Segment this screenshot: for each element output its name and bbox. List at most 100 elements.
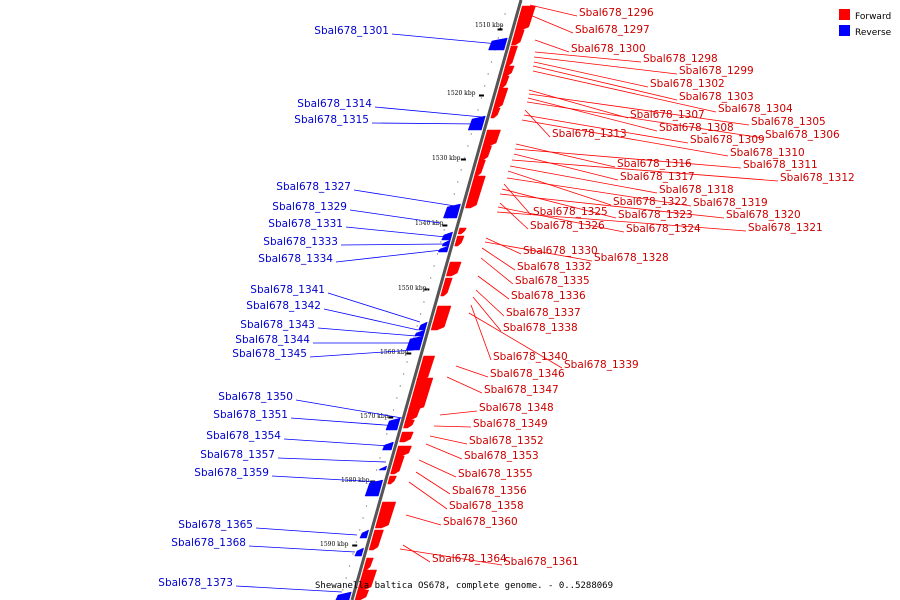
forward-gene-label[interactable]: Sbal678_1300 (571, 43, 646, 55)
forward-gene-label[interactable]: Sbal678_1355 (458, 468, 533, 480)
reverse-gene-label[interactable]: Sbal678_1331 (268, 218, 343, 230)
forward-gene-label[interactable]: Sbal678_1332 (517, 261, 592, 273)
reverse-gene-label[interactable]: Sbal678_1359 (194, 467, 269, 479)
forward-gene-label[interactable]: Sbal678_1330 (523, 245, 598, 257)
reverse-gene-label[interactable]: Sbal678_1344 (235, 334, 310, 346)
forward-gene-label[interactable]: Sbal678_1299 (679, 65, 754, 77)
forward-gene-label[interactable]: Sbal678_1296 (579, 7, 654, 19)
gene-labels: Sbal678_1296Sbal678_1297Sbal678_1300Sbal… (158, 7, 854, 589)
forward-gene-feature (505, 45, 518, 67)
forward-gene-label[interactable]: Sbal678_1298 (643, 53, 718, 65)
forward-gene-label[interactable]: Sbal678_1335 (515, 275, 590, 287)
forward-leader-line (503, 183, 532, 216)
forward-leader-line (533, 61, 649, 88)
forward-gene-label[interactable]: Sbal678_1318 (659, 184, 734, 196)
forward-gene-label[interactable]: Sbal678_1364 (432, 553, 507, 565)
reverse-gene-label[interactable]: Sbal678_1314 (297, 98, 372, 110)
forward-gene-label[interactable]: Sbal678_1316 (617, 158, 692, 170)
forward-gene-label[interactable]: Sbal678_1346 (490, 368, 565, 380)
forward-gene-label[interactable]: Sbal678_1352 (469, 435, 544, 447)
forward-gene-label[interactable]: Sbal678_1322 (613, 196, 688, 208)
forward-gene-label[interactable]: Sbal678_1361 (504, 556, 579, 568)
forward-gene-label[interactable]: Sbal678_1321 (748, 222, 823, 234)
forward-gene-label[interactable]: Sbal678_1323 (618, 209, 693, 221)
forward-gene-label[interactable]: Sbal678_1336 (511, 290, 586, 302)
forward-gene-label[interactable]: Sbal678_1324 (626, 223, 701, 235)
forward-gene-feature (399, 431, 414, 443)
forward-gene-label[interactable]: Sbal678_1308 (659, 122, 734, 134)
tick-mark (406, 352, 412, 355)
forward-gene-label[interactable]: Sbal678_1337 (506, 307, 581, 319)
reverse-gene-feature (414, 329, 426, 337)
forward-leader-line (481, 247, 516, 271)
forward-gene-feature (395, 445, 412, 457)
forward-gene-label[interactable]: Sbal678_1358 (449, 500, 524, 512)
forward-gene-label[interactable]: Sbal678_1353 (464, 450, 539, 462)
forward-gene-label[interactable]: Sbal678_1317 (620, 171, 695, 183)
forward-gene-label[interactable]: Sbal678_1348 (479, 402, 554, 414)
forward-gene-feature (454, 235, 465, 247)
forward-leader-line (529, 4, 578, 17)
forward-gene-label[interactable]: Sbal678_1347 (484, 384, 559, 396)
forward-gene-label[interactable]: Sbal678_1338 (503, 322, 578, 334)
reverse-gene-label[interactable]: Sbal678_1327 (276, 181, 351, 193)
forward-gene-label[interactable]: Sbal678_1325 (533, 206, 608, 218)
forward-leader-line (532, 70, 717, 113)
forward-gene-label[interactable]: Sbal678_1307 (630, 109, 705, 121)
forward-gene-label[interactable]: Sbal678_1309 (690, 134, 765, 146)
reverse-gene-label[interactable]: Sbal678_1368 (171, 537, 246, 549)
reverse-gene-label[interactable]: Sbal678_1365 (178, 519, 253, 531)
forward-gene-label[interactable]: Sbal678_1311 (743, 159, 818, 171)
reverse-gene-feature (441, 239, 451, 247)
forward-gene-label[interactable]: Sbal678_1319 (693, 197, 768, 209)
forward-gene-label[interactable]: Sbal678_1313 (552, 128, 627, 140)
forward-gene-label[interactable]: Sbal678_1302 (650, 78, 725, 90)
scale-dot (392, 409, 395, 411)
scale-dot (342, 589, 344, 591)
reverse-gene-label[interactable]: Sbal678_1354 (206, 430, 281, 442)
reverse-leader-line (235, 585, 343, 593)
forward-gene-label[interactable]: Sbal678_1304 (718, 103, 793, 115)
reverse-gene-label[interactable]: Sbal678_1342 (246, 300, 321, 312)
scale-dot (402, 373, 405, 375)
forward-gene-label[interactable]: Sbal678_1326 (530, 220, 605, 232)
reverse-gene-label[interactable]: Sbal678_1357 (200, 449, 275, 461)
scale-dot (480, 97, 483, 99)
forward-gene-feature (516, 11, 528, 25)
forward-gene-label[interactable]: Sbal678_1339 (564, 359, 639, 371)
reverse-gene-label[interactable]: Sbal678_1343 (240, 319, 315, 331)
forward-gene-label[interactable]: Sbal678_1360 (443, 516, 518, 528)
forward-gene-label[interactable]: Sbal678_1310 (730, 147, 805, 159)
reverse-leader-line (340, 243, 445, 246)
forward-gene-label[interactable]: Sbal678_1340 (493, 351, 568, 363)
forward-gene-label[interactable]: Sbal678_1303 (679, 91, 754, 103)
forward-leader-line (499, 193, 725, 219)
forward-gene-label[interactable]: Sbal678_1320 (726, 209, 801, 221)
forward-leader-line (418, 459, 457, 478)
reverse-gene-label[interactable]: Sbal678_1333 (263, 236, 338, 248)
forward-gene-label[interactable]: Sbal678_1297 (575, 24, 650, 36)
forward-gene-label[interactable]: Sbal678_1305 (751, 116, 826, 128)
reverse-gene-label[interactable]: Sbal678_1345 (232, 348, 307, 360)
forward-gene-label[interactable]: Sbal678_1356 (452, 485, 527, 497)
reverse-gene-label[interactable]: Sbal678_1350 (218, 391, 293, 403)
reverse-gene-label[interactable]: Sbal678_1351 (213, 409, 288, 421)
scale-dot (355, 541, 358, 543)
reverse-gene-label[interactable]: Sbal678_1329 (272, 201, 347, 213)
reverse-gene-label[interactable]: Sbal678_1315 (294, 114, 369, 126)
forward-gene-label[interactable]: Sbal678_1306 (765, 129, 840, 141)
tick-mark (352, 544, 358, 547)
tick-mark (424, 288, 430, 291)
scale-dot (433, 265, 435, 267)
reverse-gene-feature (418, 321, 428, 331)
reverse-gene-label[interactable]: Sbal678_1373 (158, 577, 233, 589)
reverse-gene-label[interactable]: Sbal678_1301 (314, 25, 389, 37)
reverse-leader-line (248, 545, 356, 553)
forward-leader-line (480, 257, 514, 285)
forward-gene-label[interactable]: Sbal678_1349 (473, 418, 548, 430)
forward-gene-label[interactable]: Sbal678_1328 (594, 252, 669, 264)
forward-gene-label[interactable]: Sbal678_1312 (780, 172, 855, 184)
reverse-gene-label[interactable]: Sbal678_1341 (250, 284, 325, 296)
forward-gene-feature (510, 29, 525, 46)
reverse-gene-label[interactable]: Sbal678_1334 (258, 253, 333, 265)
